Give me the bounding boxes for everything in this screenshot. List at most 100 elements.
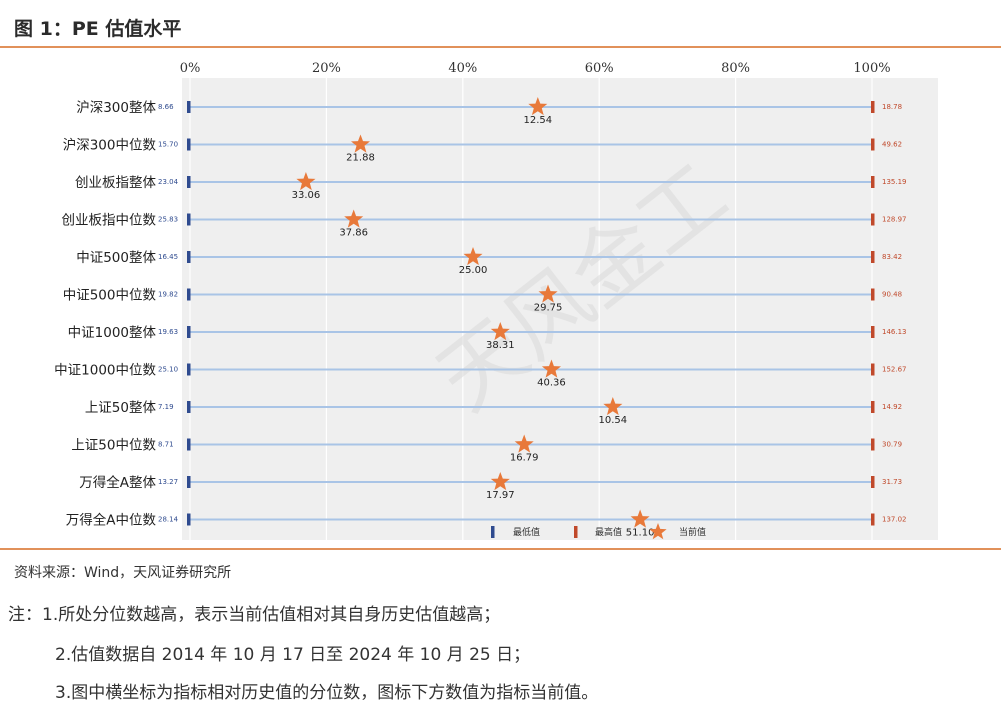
max-marker — [871, 513, 875, 526]
min-value-label: 16.45 — [158, 253, 178, 261]
min-marker — [187, 438, 191, 451]
legend-max-label: 最高值 — [595, 526, 622, 538]
x-tick-label: 80% — [721, 61, 750, 76]
current-value-label: 17.97 — [486, 490, 515, 501]
legend-current-label: 当前值 — [679, 526, 706, 538]
min-value-label: 19.63 — [158, 328, 178, 336]
max-value-label: 14.92 — [882, 403, 902, 411]
min-value-label: 8.71 — [158, 441, 174, 449]
max-value-label: 90.48 — [882, 291, 902, 299]
min-value-label: 25.83 — [158, 216, 178, 224]
row-label: 上证50中位数 — [71, 438, 156, 454]
current-value-label: 40.36 — [537, 378, 566, 389]
current-value-label: 16.79 — [510, 453, 539, 464]
current-value-label: 38.31 — [486, 340, 515, 351]
row-label: 中证1000中位数 — [54, 363, 156, 379]
current-star — [351, 134, 370, 153]
row-label: 沪深300整体 — [76, 100, 156, 116]
min-marker — [187, 326, 191, 338]
legend-current-star — [649, 523, 667, 540]
current-star — [296, 172, 316, 191]
min-value-label: 15.70 — [158, 141, 178, 149]
min-marker — [187, 401, 191, 413]
current-star — [490, 472, 510, 491]
row-label: 沪深300中位数 — [63, 138, 157, 154]
row-label: 中证500整体 — [76, 250, 156, 266]
current-star — [541, 359, 561, 378]
max-value-label: 135.19 — [882, 178, 907, 186]
min-marker — [187, 288, 191, 301]
figure-title: 图 1：PE 估值水平 — [14, 18, 182, 40]
bottom-rule — [0, 548, 1001, 550]
min-value-label: 13.27 — [158, 478, 178, 486]
source-note: 资料来源：Wind，天风证券研究所 — [14, 565, 232, 581]
title-rule — [0, 46, 1001, 48]
current-star — [528, 97, 548, 116]
max-marker — [871, 101, 875, 113]
note-2: 2.估值数据自 2014 年 10 月 17 日至 2024 年 10 月 25… — [55, 645, 531, 665]
row-label: 中证500中位数 — [63, 288, 157, 304]
min-marker — [187, 176, 191, 188]
current-star — [463, 247, 483, 266]
current-value-label: 33.06 — [292, 190, 321, 201]
legend-min-label: 最低值 — [513, 526, 540, 538]
max-marker — [871, 213, 875, 226]
min-marker — [187, 251, 191, 263]
current-star — [490, 322, 510, 341]
current-value-label: 29.75 — [534, 303, 563, 314]
min-marker — [187, 513, 191, 526]
min-marker — [187, 213, 191, 226]
max-value-label: 137.02 — [882, 516, 907, 524]
x-tick-label: 40% — [448, 61, 477, 76]
legend-min-marker — [491, 526, 495, 538]
row-label: 中证1000整体 — [68, 325, 157, 341]
current-value-label: 10.54 — [599, 415, 628, 426]
note-1: 注：1.所处分位数越高，表示当前估值相对其自身历史估值越高； — [8, 605, 501, 625]
min-value-label: 7.19 — [158, 403, 174, 411]
max-marker — [871, 476, 875, 488]
max-marker — [871, 251, 875, 263]
x-tick-label: 100% — [853, 61, 890, 76]
max-value-label: 30.79 — [882, 441, 902, 449]
current-value-label: 51.10 — [626, 528, 655, 539]
row-label: 创业板指中位数 — [62, 213, 157, 229]
min-value-label: 8.66 — [158, 103, 174, 111]
min-marker — [187, 476, 191, 488]
min-marker — [187, 138, 191, 151]
row-label: 万得全A整体 — [79, 474, 156, 491]
legend-max-marker — [574, 526, 578, 538]
max-value-label: 146.13 — [882, 328, 907, 336]
current-star — [538, 284, 558, 303]
min-marker — [187, 363, 191, 376]
current-value-label: 12.54 — [523, 115, 552, 126]
max-marker — [871, 326, 875, 338]
max-marker — [871, 363, 875, 376]
current-value-label: 37.86 — [339, 228, 368, 239]
row-label: 上证50整体 — [85, 400, 157, 416]
min-value-label: 19.82 — [158, 291, 178, 299]
max-marker — [871, 288, 875, 301]
row-label: 万得全A中位数 — [66, 512, 157, 529]
max-value-label: 152.67 — [882, 366, 907, 374]
x-tick-label: 0% — [180, 61, 201, 76]
max-value-label: 83.42 — [882, 253, 902, 261]
current-star — [344, 209, 364, 228]
x-tick-label: 60% — [585, 61, 614, 76]
min-value-label: 25.10 — [158, 366, 178, 374]
min-value-label: 28.14 — [158, 516, 179, 524]
current-star — [603, 397, 623, 416]
max-marker — [871, 138, 875, 151]
current-value-label: 21.88 — [346, 153, 375, 164]
max-marker — [871, 176, 875, 188]
current-star — [630, 509, 650, 528]
row-label: 创业板指整体 — [75, 175, 156, 191]
max-marker — [871, 438, 875, 451]
x-tick-label: 20% — [312, 61, 341, 76]
current-value-label: 25.00 — [459, 265, 488, 276]
max-value-label: 128.97 — [882, 216, 907, 224]
max-value-label: 31.73 — [882, 478, 902, 486]
max-marker — [871, 401, 875, 413]
current-star — [514, 434, 534, 453]
plot-area — [182, 78, 938, 540]
